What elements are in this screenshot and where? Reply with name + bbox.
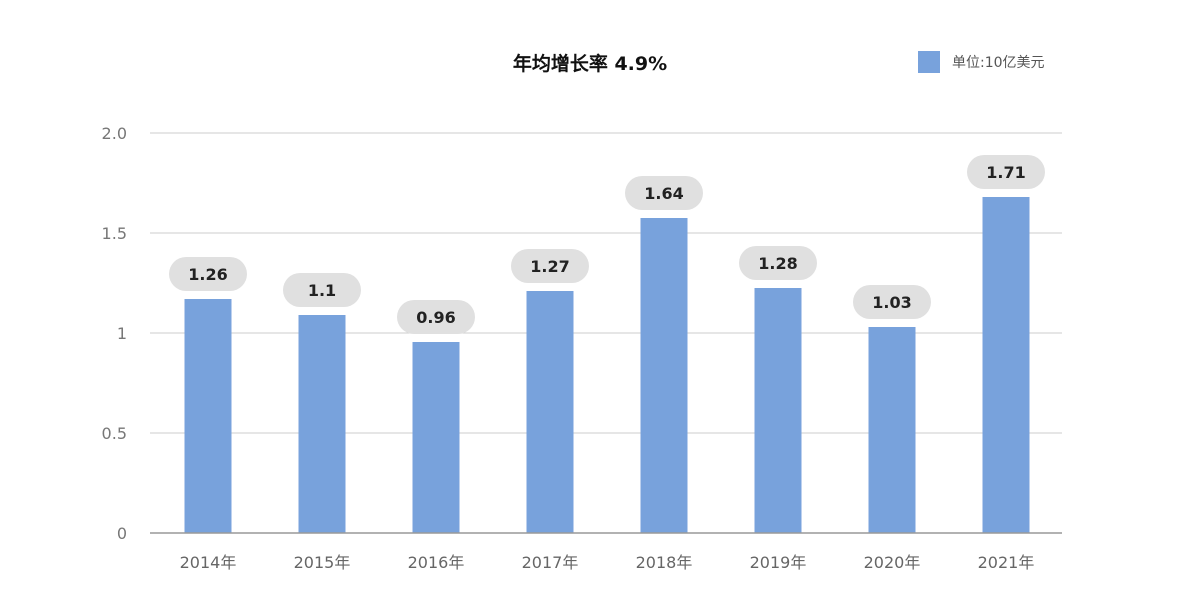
bar <box>184 299 232 533</box>
x-category-label: 2018年 <box>636 553 693 572</box>
bar <box>526 291 574 533</box>
value-label-bubble <box>511 249 589 283</box>
legend-swatch <box>918 51 940 73</box>
value-label-bubble <box>739 246 817 280</box>
value-label-bubble <box>397 300 475 334</box>
value-label: 1.28 <box>758 254 797 273</box>
value-label: 1.03 <box>872 293 911 312</box>
x-axis-categories: 2014年 2015年 2016年 2017年 2018年 2019年 2020年 2021年 <box>180 553 1035 572</box>
x-category-label: 2016年 <box>408 553 465 572</box>
bar <box>640 218 688 533</box>
bar <box>298 315 346 533</box>
y-tick-label: 0 <box>117 524 127 543</box>
value-label: 1.27 <box>530 257 569 276</box>
bar <box>412 342 460 533</box>
x-category-label: 2015年 <box>294 553 351 572</box>
y-axis-ticks: 0 0.5 1 1.5 2.0 <box>102 124 127 543</box>
bars <box>184 197 1030 533</box>
value-label-bubble <box>967 155 1045 189</box>
bar <box>868 327 916 533</box>
x-category-label: 2019年 <box>750 553 807 572</box>
value-label-bubble <box>625 176 703 210</box>
value-label-bubble <box>283 273 361 307</box>
x-category-label: 2014年 <box>180 553 237 572</box>
value-labels: 1.26 1.1 0.96 1.27 1.64 1.28 1.03 1.71 <box>169 155 1045 334</box>
x-category-label: 2021年 <box>978 553 1035 572</box>
legend: 单位:10亿美元 <box>918 51 1045 73</box>
legend-label: 单位:10亿美元 <box>952 55 1045 71</box>
x-category-label: 2020年 <box>864 553 921 572</box>
value-label: 1.1 <box>308 281 336 300</box>
bar <box>982 197 1030 533</box>
bar <box>754 288 802 533</box>
y-tick-label: 2.0 <box>102 124 127 143</box>
x-category-label: 2017年 <box>522 553 579 572</box>
chart-title: 年均增长率 4.9% <box>513 52 667 75</box>
y-tick-label: 0.5 <box>102 424 127 443</box>
value-label: 1.71 <box>986 163 1025 182</box>
value-label: 1.26 <box>188 265 227 284</box>
value-label-bubble <box>853 285 931 319</box>
y-tick-label: 1 <box>117 324 127 343</box>
y-tick-label: 1.5 <box>102 224 127 243</box>
value-label-bubble <box>169 257 247 291</box>
value-label: 0.96 <box>416 308 455 327</box>
value-label: 1.64 <box>644 184 683 203</box>
